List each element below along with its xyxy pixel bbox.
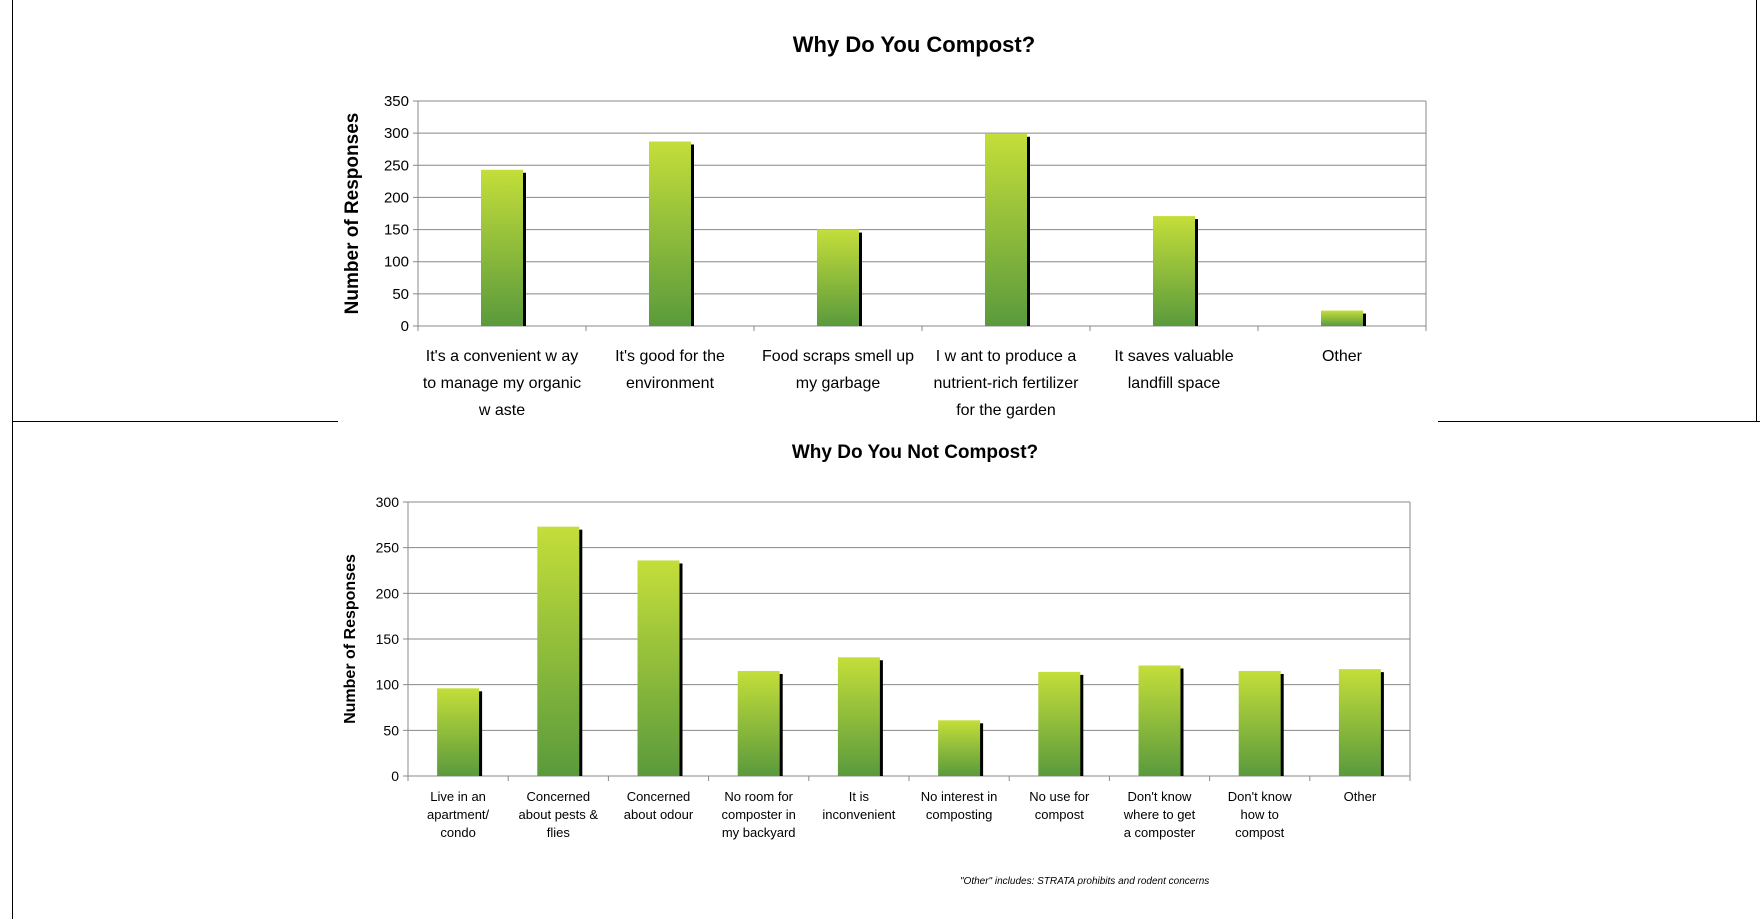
bar [938, 720, 981, 776]
bar [1153, 216, 1195, 326]
y-tick-label: 0 [391, 768, 399, 784]
x-category-label: No interest in [921, 789, 998, 804]
y-tick-label: 50 [383, 722, 399, 738]
y-tick-label: 150 [384, 222, 409, 239]
y-tick-label: 250 [384, 157, 409, 174]
footnote: "Other" includes: STRATA prohibits and r… [960, 876, 1210, 887]
bar [985, 133, 1027, 326]
x-category-label: for the garden [956, 402, 1056, 419]
x-category-label: environment [626, 375, 715, 392]
x-category-label: I w ant to produce a [936, 348, 1077, 365]
bar [1038, 671, 1081, 776]
bar [481, 169, 523, 326]
x-category-label: landfill space [1128, 375, 1221, 392]
bar [1138, 665, 1181, 776]
y-tick-label: 250 [376, 540, 400, 556]
x-category-label: my backyard [722, 825, 796, 840]
bar [1321, 310, 1363, 326]
x-category-label: where to get [1123, 807, 1196, 822]
x-category-label: Other [1344, 789, 1377, 804]
y-axis-label: Number of Responses [342, 554, 359, 724]
bar [649, 141, 691, 326]
bar [1338, 669, 1381, 776]
x-category-label: Concerned [627, 789, 691, 804]
x-category-label: nutrient-rich fertilizer [934, 375, 1080, 392]
x-category-label: apartment/ [427, 807, 490, 822]
x-category-label: compost [1235, 825, 1285, 840]
y-tick-label: 100 [376, 677, 400, 693]
chart-why-not-compost: Why Do You Not Compost? Number of Respons… [342, 442, 1411, 840]
x-category-label: condo [440, 825, 475, 840]
y-tick-label: 150 [376, 631, 400, 647]
y-tick-label: 0 [401, 318, 409, 335]
x-category-label: about odour [624, 807, 694, 822]
chart-title: Why Do You Not Compost? [792, 442, 1038, 463]
bar [437, 688, 480, 776]
y-tick-label: 200 [384, 189, 409, 206]
x-category-label: No use for [1029, 789, 1090, 804]
bar [1238, 670, 1281, 776]
chart-title: Why Do You Compost? [793, 32, 1035, 57]
x-category-label: Don't know [1228, 789, 1293, 804]
x-category-label: Concerned [526, 789, 590, 804]
y-tick-label: 300 [376, 494, 400, 510]
x-category-label: It saves valuable [1114, 348, 1233, 365]
x-category-label: w aste [478, 402, 525, 419]
x-category-label: compost [1035, 807, 1085, 822]
x-category-label: It's a convenient w ay [426, 348, 578, 365]
x-category-label: to manage my organic [423, 375, 581, 392]
x-category-label: It is [849, 789, 870, 804]
y-tick-label: 50 [392, 286, 409, 303]
y-tick-label: 100 [384, 254, 409, 271]
chart-why-compost: Why Do You Compost? Number of Responses 0 5… [342, 32, 1427, 419]
bar [637, 560, 680, 776]
bar [817, 229, 859, 326]
y-axis-label: Number of Responses [342, 113, 363, 315]
x-category-label: Food scraps smell up [762, 348, 914, 365]
x-category-label: composting [926, 807, 992, 822]
x-category-label: a composter [1124, 825, 1196, 840]
x-category-label: how to [1241, 807, 1279, 822]
x-category-label: Don't know [1128, 789, 1193, 804]
x-category-label: flies [547, 825, 571, 840]
divider-line-right [1438, 421, 1760, 422]
bar [537, 526, 580, 776]
x-category-label: Other [1322, 348, 1363, 365]
bar [837, 657, 880, 776]
frame-border-right [1756, 0, 1757, 421]
x-category-label: about pests & [519, 807, 599, 822]
bar [737, 670, 780, 776]
x-category-label: No room for [724, 789, 793, 804]
x-category-label: It's good for the [615, 348, 725, 365]
x-category-label: Live in an [430, 789, 486, 804]
x-category-label: inconvenient [822, 807, 895, 822]
divider-line-left [12, 421, 338, 422]
frame-border-left [12, 0, 13, 919]
x-category-label: composter in [721, 807, 795, 822]
y-tick-label: 200 [376, 585, 400, 601]
y-tick-label: 350 [384, 93, 409, 110]
x-category-label: my garbage [796, 375, 881, 392]
y-tick-label: 300 [384, 125, 409, 142]
